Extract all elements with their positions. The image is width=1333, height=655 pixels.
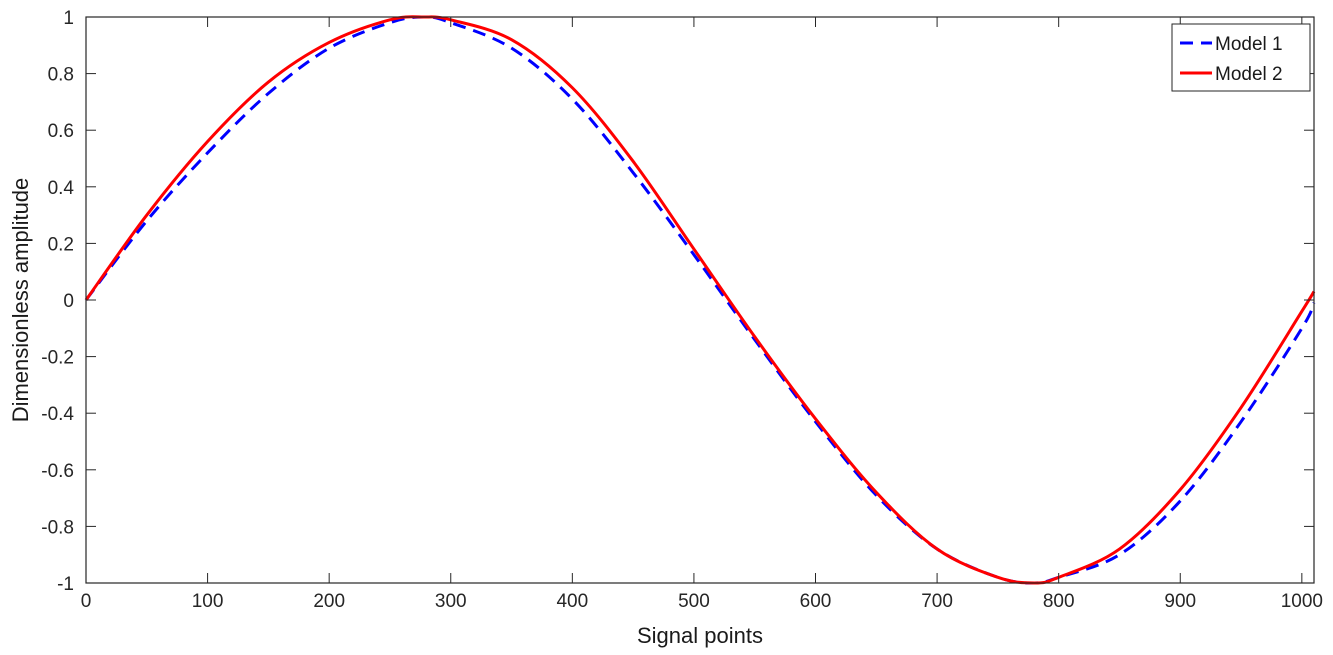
x-tick-label: 300 xyxy=(435,591,467,612)
x-tick-label: 900 xyxy=(1164,591,1196,612)
series-line-model-2 xyxy=(84,15,1316,585)
ticks-layer: 0 100 200 300 400 500 600 700 800 900 1000 -1 -0.8 -0… xyxy=(41,8,1323,612)
x-tick-label: 600 xyxy=(800,591,832,612)
x-tick-label: 700 xyxy=(921,591,953,612)
x-tick-label: 1000 xyxy=(1281,591,1323,612)
y-tick-label: 0 xyxy=(63,291,74,312)
y-tick-label: -0.2 xyxy=(41,348,74,369)
y-tick-label: 0.8 xyxy=(48,65,74,86)
legend-label-model-1: Model 1 xyxy=(1215,34,1283,55)
x-tick-label: 0 xyxy=(81,591,92,612)
y-tick-label: -0.8 xyxy=(41,517,74,538)
x-tick-label: 200 xyxy=(313,591,345,612)
series-layer xyxy=(84,15,1316,585)
legend-box xyxy=(1171,23,1311,92)
x-tick-label: 400 xyxy=(556,591,588,612)
series-line-model-1 xyxy=(84,15,1316,585)
y-tick-label: 0.4 xyxy=(48,178,75,199)
y-tick-label: -0.4 xyxy=(41,404,74,425)
x-tick-label: 500 xyxy=(678,591,710,612)
x-tick-label: 100 xyxy=(192,591,224,612)
plot-area xyxy=(86,17,1314,583)
y-tick-label: -0.6 xyxy=(41,461,74,482)
y-tick-label: 1 xyxy=(63,8,74,29)
y-axis-title: Dimensionless amplitude xyxy=(8,178,33,423)
y-tick-label: 0.2 xyxy=(48,234,74,255)
x-tick-label: 800 xyxy=(1043,591,1075,612)
y-tick-label: 0.6 xyxy=(48,121,74,142)
x-axis-title: Signal points xyxy=(637,623,763,648)
legend: Model 1 Model 2 xyxy=(1171,23,1311,92)
legend-label-model-2: Model 2 xyxy=(1215,64,1283,85)
y-tick-label: -1 xyxy=(57,574,74,595)
